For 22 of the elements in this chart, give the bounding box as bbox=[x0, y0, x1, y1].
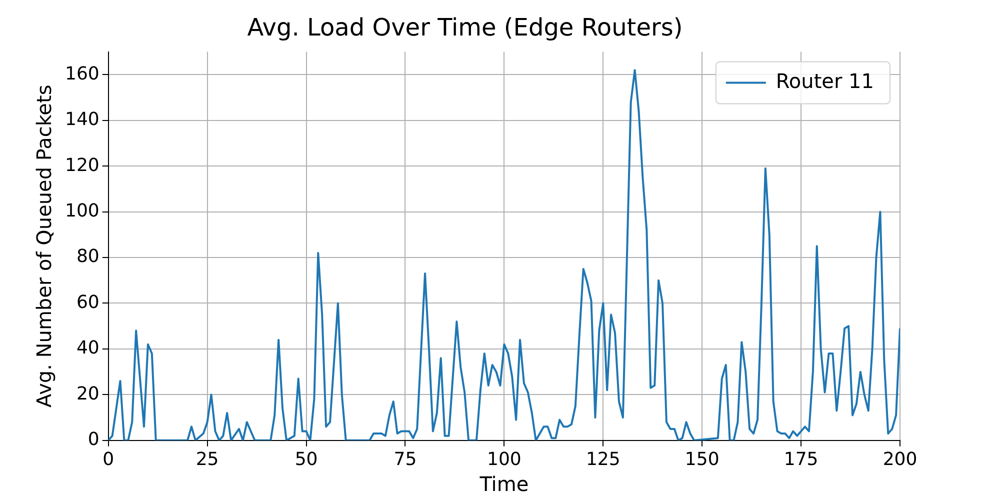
x-tick-label: 25 bbox=[196, 448, 219, 470]
y-tick-label: 100 bbox=[64, 200, 100, 222]
y-tick-label: 120 bbox=[64, 154, 100, 176]
y-axis-title: Avg. Number of Queued Packets bbox=[32, 84, 56, 408]
x-axis-title: Time bbox=[478, 472, 529, 496]
chart-title: Avg. Load Over Time (Edge Routers) bbox=[247, 14, 683, 42]
x-tick-label: 150 bbox=[684, 448, 720, 470]
x-tick-label: 75 bbox=[394, 448, 417, 470]
x-tick-label: 0 bbox=[102, 448, 114, 470]
y-tick-label: 0 bbox=[88, 429, 100, 450]
legend-label: Router 11 bbox=[776, 69, 874, 94]
x-tick-label: 200 bbox=[882, 448, 918, 470]
x-tick-label: 50 bbox=[294, 448, 318, 470]
y-tick-label: 160 bbox=[64, 63, 100, 84]
x-tick-label: 100 bbox=[487, 448, 522, 470]
y-tick-label: 80 bbox=[76, 246, 100, 268]
x-tick-label: 125 bbox=[586, 448, 620, 470]
y-tick-label: 40 bbox=[76, 338, 100, 359]
y-tick-label: 60 bbox=[76, 292, 100, 313]
x-tick-label: 175 bbox=[784, 448, 818, 470]
y-tick-label: 20 bbox=[76, 383, 100, 404]
y-tick-label: 140 bbox=[64, 109, 100, 130]
